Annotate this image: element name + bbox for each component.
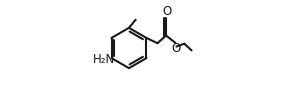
Text: H₂N: H₂N <box>93 53 116 66</box>
Text: O: O <box>171 42 181 55</box>
Text: O: O <box>162 5 171 18</box>
